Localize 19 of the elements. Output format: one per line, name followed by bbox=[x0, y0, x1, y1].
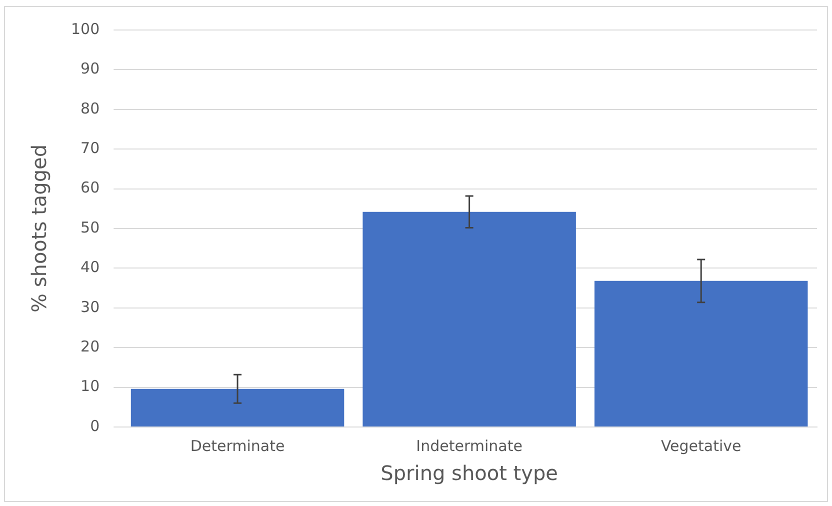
y-tick-label: 90 bbox=[80, 60, 100, 78]
x-axis-title: Spring shoot type bbox=[380, 461, 558, 486]
x-tick-label: Indeterminate bbox=[416, 436, 522, 455]
y-tick-label: 100 bbox=[70, 20, 100, 38]
y-tick-label: 40 bbox=[80, 258, 100, 276]
y-tick-label: 70 bbox=[80, 138, 100, 157]
y-tick-label: 20 bbox=[80, 337, 100, 356]
x-tick-label: Determinate bbox=[190, 436, 285, 455]
bar bbox=[594, 280, 808, 426]
y-axis-title: % shoots tagged bbox=[27, 144, 52, 313]
y-tick-label: 30 bbox=[80, 298, 100, 316]
y-tick-label: 10 bbox=[80, 377, 100, 396]
bar bbox=[362, 212, 576, 426]
y-tick-label: 80 bbox=[80, 99, 100, 118]
y-tick-label: 0 bbox=[90, 416, 100, 435]
y-tick-label: 50 bbox=[80, 218, 100, 236]
x-tick-label: Vegetative bbox=[660, 436, 742, 455]
bar bbox=[130, 388, 344, 426]
y-tick-label: 60 bbox=[80, 178, 100, 197]
